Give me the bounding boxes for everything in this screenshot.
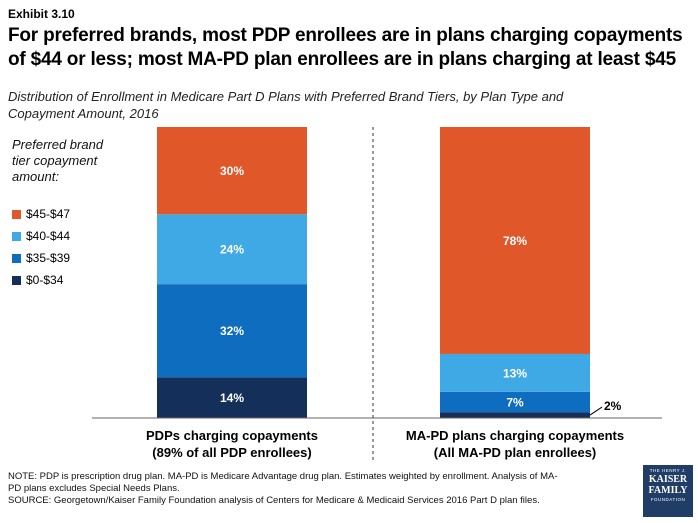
bar-segment [157, 284, 307, 378]
bar-segment [157, 377, 307, 418]
legend-swatch [12, 209, 21, 219]
logo-family: FAMILY [648, 485, 688, 496]
legend-label: $0-$34 [26, 273, 64, 287]
kff-logo: THE HENRY J. KAISER FAMILY FOUNDATION [643, 465, 693, 517]
legend-label: $40-$44 [26, 229, 71, 243]
legend-label: $35-$39 [26, 251, 71, 265]
subtitle-line-2: Copayment Amount, 2016 [8, 106, 159, 121]
data-label: 2% [604, 399, 622, 413]
legend-title-line-2: tier copayment [12, 153, 98, 168]
data-label: 7% [506, 395, 524, 409]
title-line-2: of $44 or less; most MA-PD plan enrollee… [8, 49, 676, 70]
footnote-line-1: NOTE: PDP is prescription drug plan. MA-… [8, 471, 558, 482]
data-label: 78% [503, 234, 527, 248]
data-label: 32% [220, 324, 244, 338]
bar-segment [157, 214, 307, 285]
chart-subtitle: Distribution of Enrollment in Medicare P… [8, 88, 648, 122]
title-line-1: For preferred brands, most PDP enrollees… [8, 25, 683, 46]
category-label: (All MA-PD plan enrollees) [434, 445, 597, 460]
data-label-leader [589, 406, 603, 416]
chart-legend: $45-$47 $40-$44 $35-$39 $0-$34 [12, 203, 70, 291]
legend-item: $45-$47 [12, 203, 70, 225]
legend-swatch [12, 231, 21, 241]
legend-item: $35-$39 [12, 247, 70, 269]
bar-segment [440, 391, 590, 413]
subtitle-line-1: Distribution of Enrollment in Medicare P… [8, 89, 564, 104]
exhibit-label: Exhibit 3.10 [8, 7, 75, 21]
category-label: PDPs charging copayments [146, 428, 318, 443]
footnotes: NOTE: PDP is prescription drug plan. MA-… [8, 471, 623, 507]
data-label: 30% [220, 164, 244, 178]
bar-segment [157, 127, 307, 215]
logo-foundation: FOUNDATION [650, 497, 686, 502]
data-label: 24% [220, 243, 244, 257]
category-label: (89% of all PDP enrollees) [152, 445, 311, 460]
category-label: MA-PD plans charging copayments [406, 428, 624, 443]
footnote-line-2: PD plans excludes Special Needs Plans. [8, 483, 180, 494]
legend-title-line-1: Preferred brand [12, 137, 104, 152]
data-label: 13% [503, 366, 527, 380]
legend-item: $0-$34 [12, 269, 70, 291]
legend-swatch [12, 275, 21, 285]
legend-title-line-3: amount: [12, 169, 59, 184]
legend-label: $45-$47 [26, 207, 71, 221]
footnote-line-3: SOURCE: Georgetown/Kaiser Family Foundat… [8, 495, 540, 506]
data-label: 14% [220, 391, 244, 405]
logo-top-text: THE HENRY J. [649, 468, 687, 473]
bar-segment [440, 127, 590, 354]
bar-segment [440, 412, 590, 418]
legend-title: Preferred brand tier copayment amount: [12, 137, 132, 185]
bar-segment [440, 353, 590, 392]
legend-item: $40-$44 [12, 225, 70, 247]
legend-swatch [12, 253, 21, 263]
logo-kaiser: KAISER [648, 474, 688, 485]
chart-title: For preferred brands, most PDP enrollees… [8, 24, 692, 72]
